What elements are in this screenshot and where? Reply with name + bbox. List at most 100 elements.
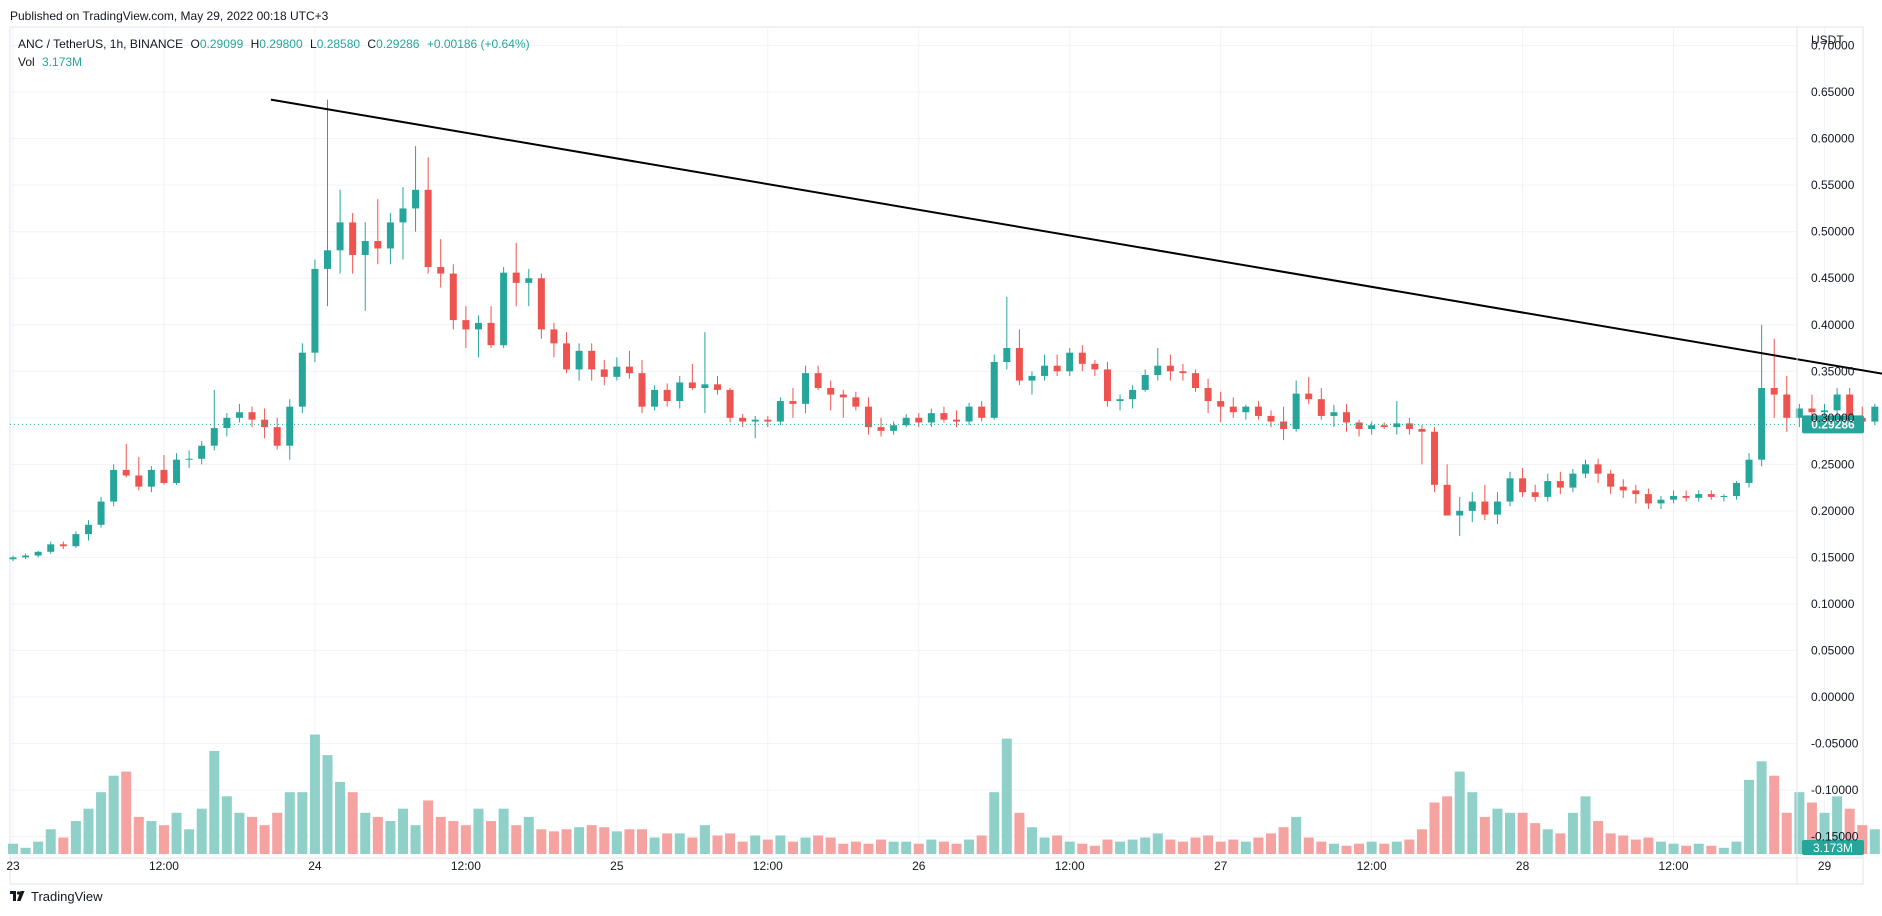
candle-body bbox=[1519, 478, 1527, 493]
candle-body bbox=[1468, 501, 1476, 511]
volume-bar bbox=[775, 835, 786, 854]
volume-bar bbox=[624, 829, 635, 854]
volume-bar bbox=[1291, 816, 1302, 854]
candle-body bbox=[185, 458, 193, 460]
volume-bar bbox=[1794, 792, 1805, 854]
volume-bar bbox=[460, 825, 471, 854]
volume-bar bbox=[699, 825, 710, 854]
candle-body bbox=[902, 417, 910, 426]
candle-body bbox=[1745, 459, 1753, 483]
volume-bar bbox=[1203, 835, 1214, 854]
volume-bar bbox=[410, 825, 421, 854]
candle-body bbox=[1330, 412, 1338, 416]
volume-bar bbox=[20, 847, 31, 854]
y-tick-label: 0.15000 bbox=[1811, 550, 1855, 564]
volume-bar bbox=[435, 816, 446, 854]
candle-body bbox=[927, 413, 935, 423]
candle-body bbox=[1846, 394, 1854, 418]
candle-body bbox=[487, 322, 495, 346]
candle-body bbox=[273, 427, 281, 446]
candle-body bbox=[613, 366, 621, 377]
volume-bar bbox=[196, 808, 207, 854]
candle-body bbox=[978, 406, 986, 418]
volume-bar bbox=[297, 792, 308, 854]
volume-bar bbox=[108, 775, 119, 854]
volume-bar bbox=[184, 829, 195, 854]
volume-bar bbox=[1240, 841, 1251, 854]
symbol-label[interactable]: ANC / TetherUS, 1h, BINANCE bbox=[18, 37, 184, 51]
x-tick-label: 12:00 bbox=[1055, 859, 1085, 873]
candle-body bbox=[248, 412, 256, 420]
candle-body bbox=[839, 394, 847, 398]
volume-bar bbox=[158, 825, 169, 854]
high-value: 0.29800 bbox=[259, 37, 303, 51]
candle-body bbox=[1015, 348, 1023, 381]
candle-body bbox=[764, 419, 772, 422]
volume-bar bbox=[1328, 843, 1339, 854]
candle-body bbox=[1091, 363, 1099, 370]
volume-bar bbox=[1454, 771, 1465, 854]
volume-bar bbox=[1630, 839, 1641, 854]
volume-bar bbox=[762, 839, 773, 854]
y-tick-label: 0.45000 bbox=[1811, 271, 1855, 285]
volume-bar bbox=[1844, 808, 1855, 854]
volume-bar bbox=[1391, 841, 1402, 854]
volume-bar bbox=[825, 837, 836, 854]
candle-body bbox=[726, 389, 734, 418]
candle-body bbox=[852, 397, 860, 407]
candle-body bbox=[1770, 388, 1778, 395]
volume-bar bbox=[964, 839, 975, 854]
volume-bar bbox=[1341, 845, 1352, 854]
y-tick-label: 0.20000 bbox=[1811, 504, 1855, 518]
candle-body bbox=[311, 268, 319, 353]
tradingview-brand[interactable]: TradingView bbox=[10, 889, 103, 904]
candle-body bbox=[1141, 375, 1149, 390]
volume-bar bbox=[1505, 812, 1516, 854]
volume-bar bbox=[1479, 816, 1490, 854]
volume-key[interactable]: Vol bbox=[18, 55, 35, 69]
volume-bar bbox=[976, 835, 987, 854]
candle-body bbox=[676, 382, 684, 402]
candle-body bbox=[625, 366, 633, 374]
x-tick-label: 29 bbox=[1818, 859, 1832, 873]
volume-bar bbox=[1429, 802, 1440, 854]
volume-bar bbox=[70, 821, 81, 854]
current-volume-badge bbox=[1802, 840, 1864, 855]
candle-body bbox=[802, 373, 810, 404]
candle-body bbox=[1003, 348, 1011, 362]
candle-body bbox=[97, 501, 105, 525]
volume-bar bbox=[1643, 837, 1654, 854]
volume-bar bbox=[662, 833, 673, 854]
candle-body bbox=[1443, 484, 1451, 516]
candle-body bbox=[1456, 510, 1464, 516]
candle-body bbox=[324, 250, 331, 269]
candle-body bbox=[739, 417, 747, 422]
close-key: C bbox=[367, 37, 377, 51]
candle-body bbox=[1531, 492, 1539, 497]
volume-bar bbox=[1152, 833, 1163, 854]
candle-body bbox=[1368, 425, 1376, 429]
candle-body bbox=[235, 412, 243, 418]
candle-body bbox=[462, 320, 470, 330]
candle-body bbox=[1418, 428, 1426, 432]
candle-body bbox=[59, 544, 67, 547]
published-caption: Published on TradingView.com, May 29, 20… bbox=[10, 9, 329, 23]
candle-body bbox=[638, 373, 646, 407]
candle-body bbox=[147, 469, 155, 487]
volume-bar bbox=[838, 843, 849, 854]
volume-bar bbox=[209, 751, 220, 854]
candle-body bbox=[336, 222, 344, 251]
volume-bar bbox=[561, 829, 572, 854]
trendline bbox=[270, 98, 1882, 375]
candle-body bbox=[1242, 406, 1250, 413]
candle-body bbox=[1393, 423, 1401, 428]
volume-bar bbox=[1655, 841, 1666, 854]
candle-body bbox=[1229, 406, 1237, 413]
volume-bar bbox=[385, 821, 396, 854]
volume-bar bbox=[1052, 835, 1063, 854]
volume-bar bbox=[1089, 845, 1100, 854]
volume-bar bbox=[58, 837, 69, 854]
volume-bar bbox=[800, 837, 811, 854]
candle-body bbox=[1707, 494, 1715, 497]
